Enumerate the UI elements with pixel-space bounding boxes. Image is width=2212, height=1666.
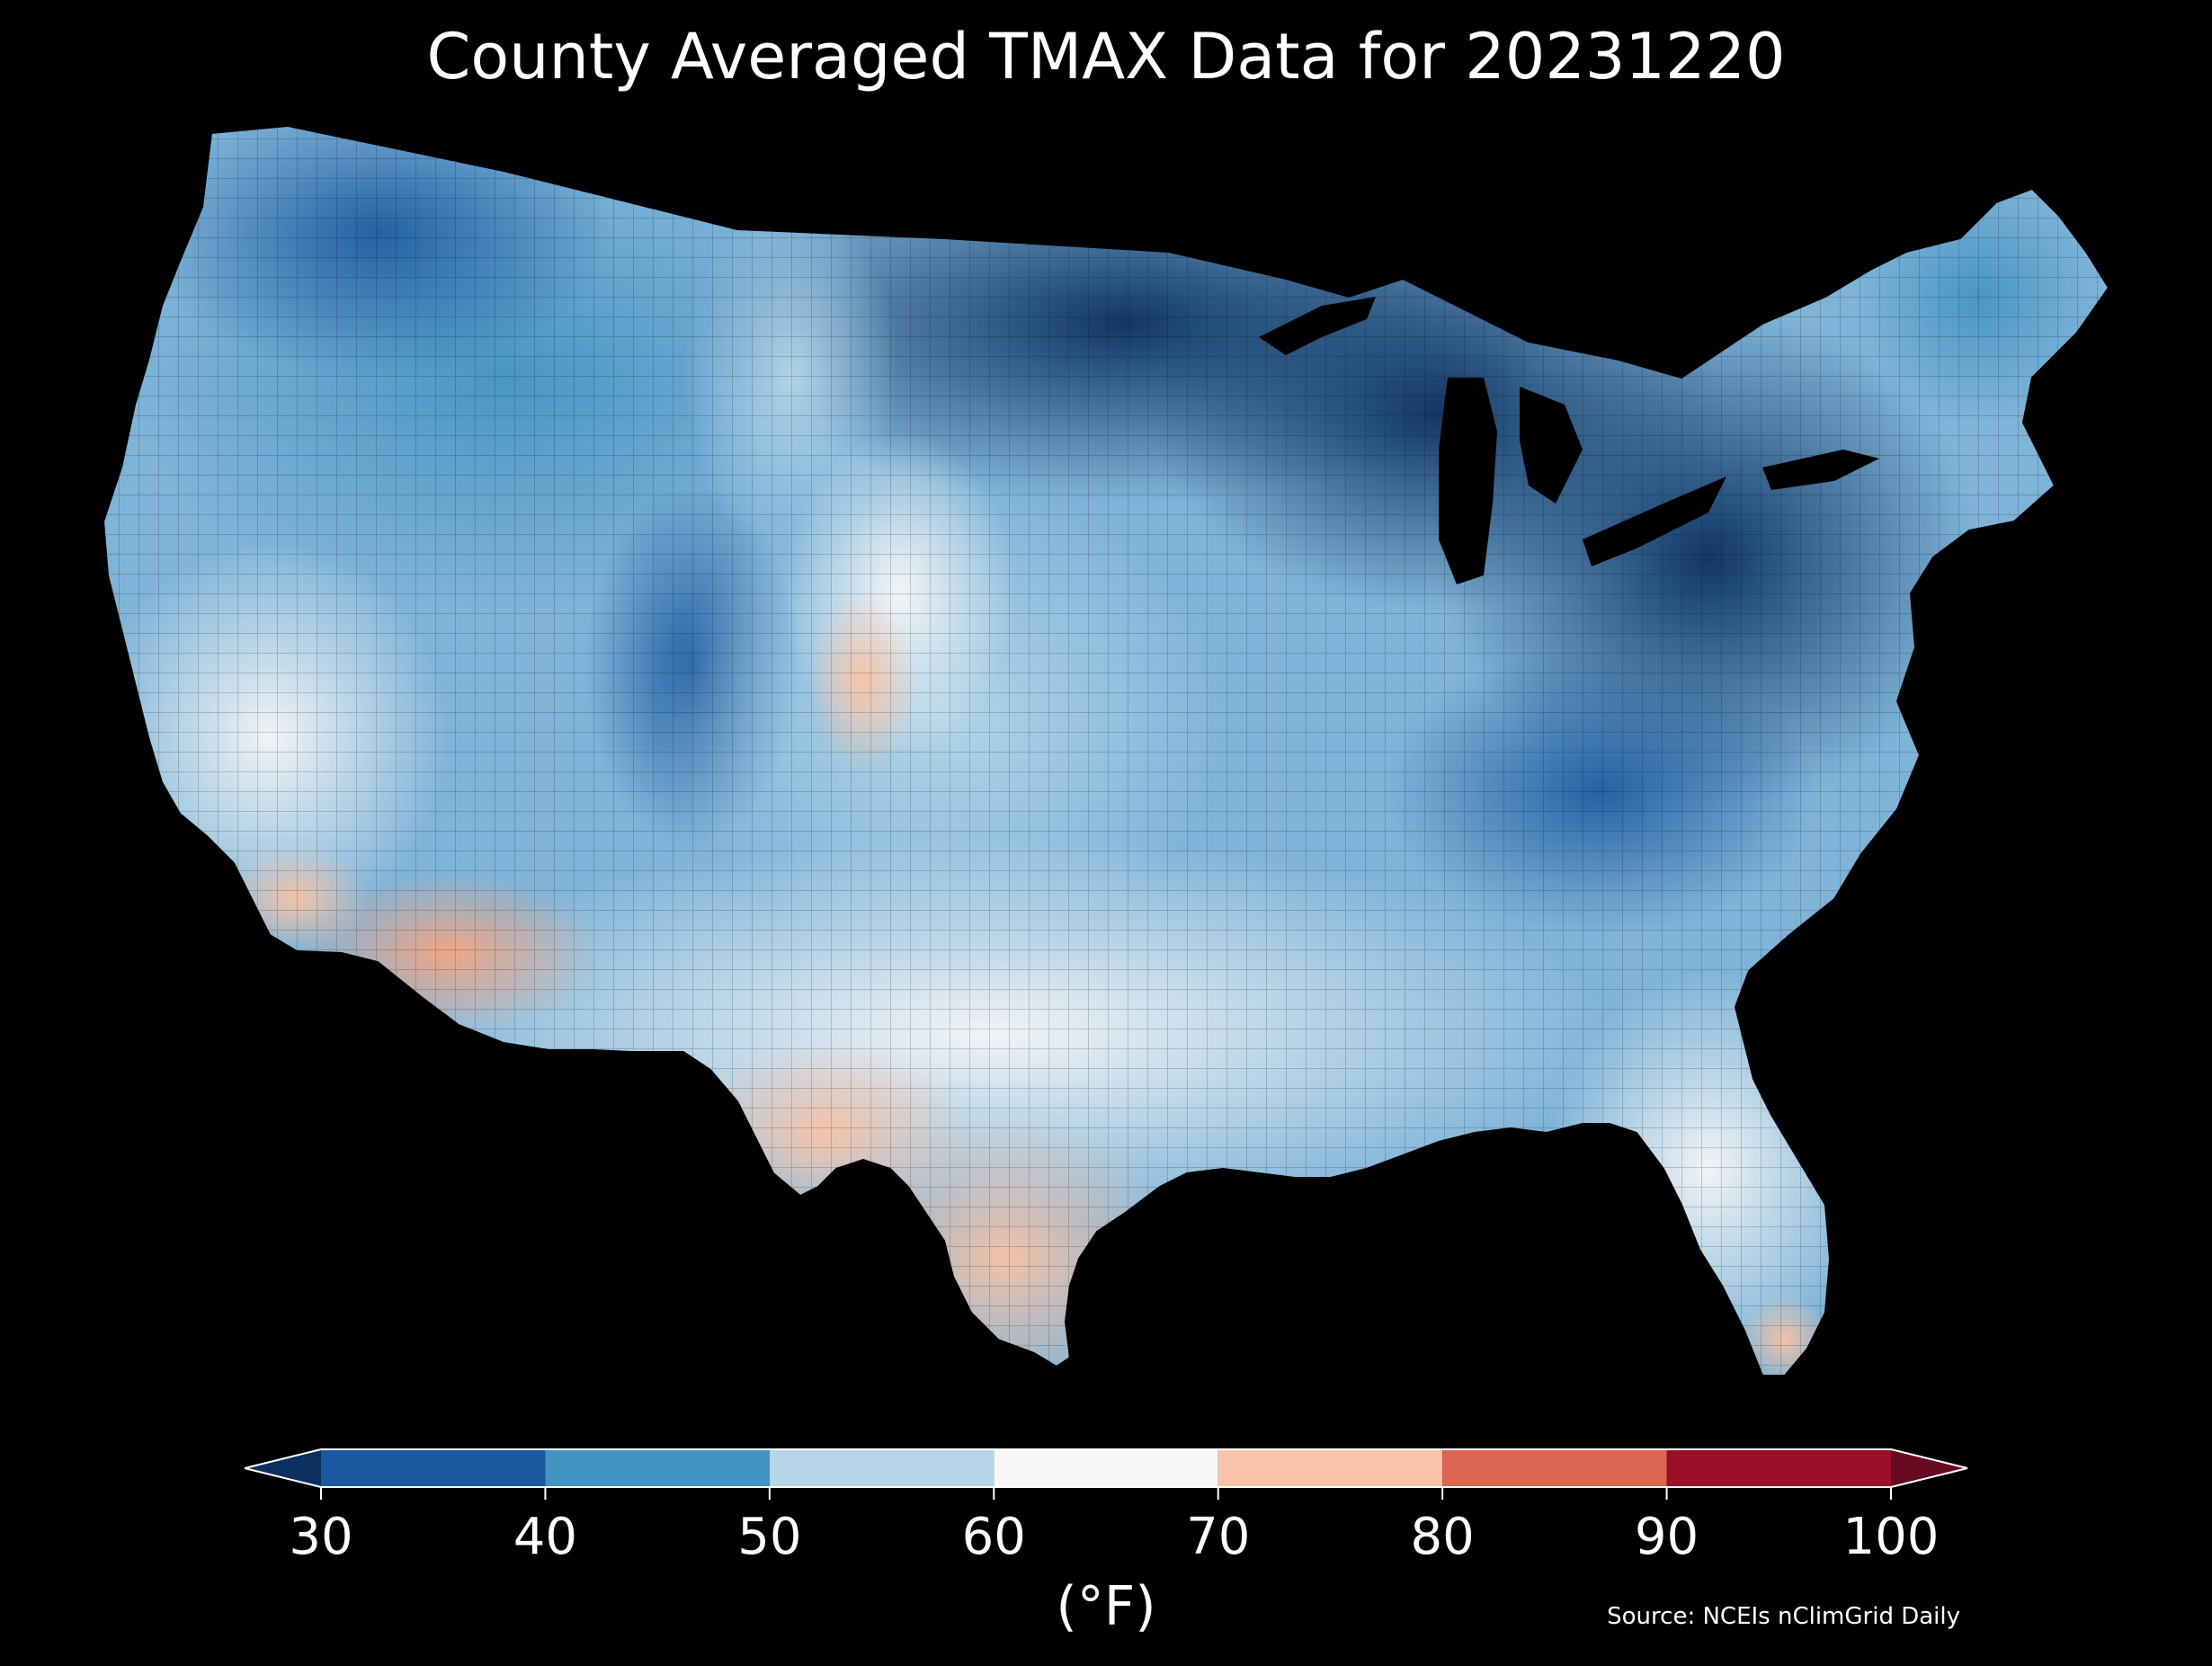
- great-lakes: [1259, 297, 1879, 584]
- colorbar-tick-label: 60: [961, 1508, 1026, 1566]
- colorbar-tick-label: 50: [737, 1508, 802, 1566]
- map-title: County Averaged TMAX Data for 20231220: [426, 20, 1786, 94]
- us-temperature-field: [103, 126, 2109, 1376]
- colorbar: [244, 1448, 1968, 1500]
- colorbar-tick-label: 40: [513, 1508, 578, 1566]
- colorbar-bin: [769, 1449, 995, 1487]
- colorbar-bin: [545, 1449, 770, 1487]
- colorbar-extend-under: [245, 1449, 321, 1487]
- colorbar-tick-label: 70: [1186, 1508, 1251, 1566]
- colorbar-bin: [1217, 1449, 1443, 1487]
- colorbar-bin: [994, 1449, 1218, 1487]
- source-note: Source: NCEIs nClimGrid Daily: [1607, 1603, 1960, 1630]
- colorbar-bin: [1666, 1449, 1891, 1487]
- colorbar-extend-over: [1891, 1449, 1967, 1487]
- colorbar-label: (°F): [1056, 1575, 1156, 1638]
- colorbar-tick-label: 80: [1410, 1508, 1475, 1566]
- us-outline: [102, 124, 2110, 1376]
- colorbar-bin: [1442, 1449, 1667, 1487]
- colorbar-tick-label: 30: [289, 1508, 353, 1566]
- colorbar-bin: [321, 1449, 546, 1487]
- colorbar-tick-label: 90: [1634, 1508, 1699, 1566]
- colorbar-tick-label: 100: [1842, 1508, 1940, 1566]
